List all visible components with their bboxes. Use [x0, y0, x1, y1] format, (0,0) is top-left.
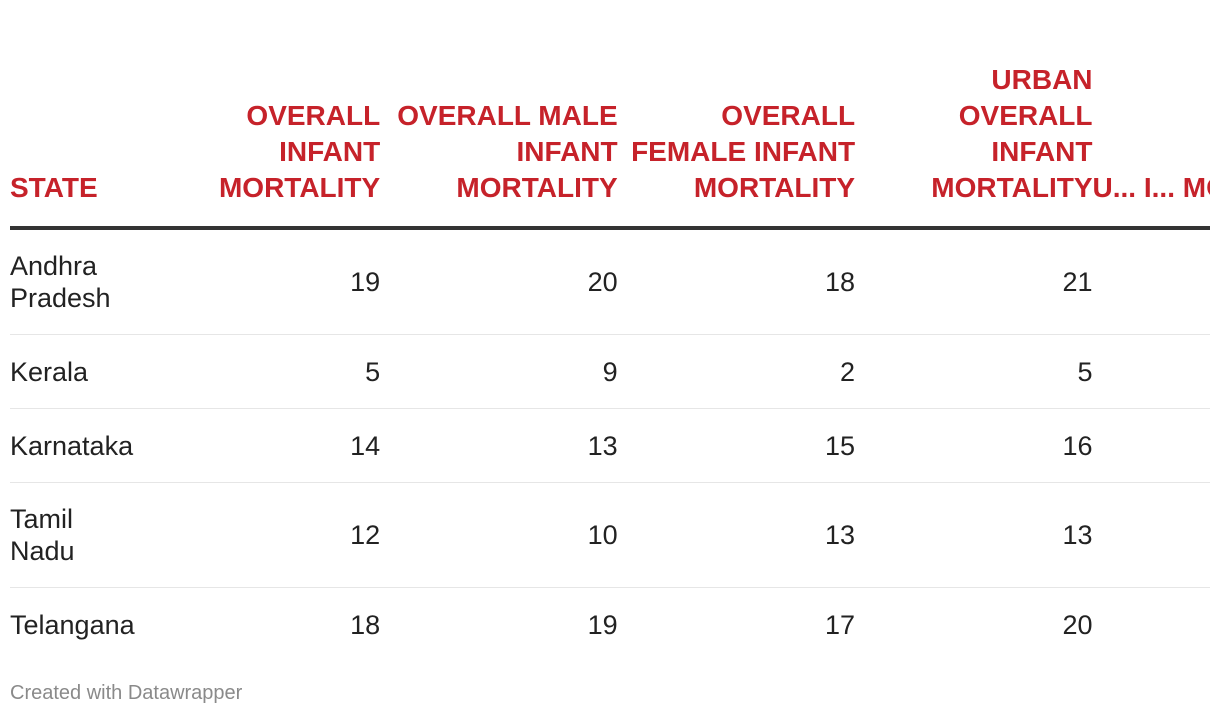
cell-value: 15 [617, 408, 856, 483]
column-header-urban-overall[interactable]: URBAN OVERALL INFANT MORTALITY [855, 0, 1093, 230]
cell-value: 10 [380, 482, 618, 588]
cell-value: 19 [142, 228, 381, 335]
cell-state: Telangana [10, 609, 135, 640]
column-header-truncated[interactable]: U... I... MORT... [1092, 0, 1210, 230]
data-table-viewport: STATE OVERALL INFANT MORTALITY OVERALL M… [10, 0, 1210, 660]
cell-value: 18 [617, 228, 856, 335]
cell-value: 20 [1062, 609, 1093, 640]
infant-mortality-table: STATE OVERALL INFANT MORTALITY OVERALL M… [10, 0, 1210, 660]
table-row: Telangana 18 19 17 20 [10, 588, 1210, 661]
table-header-row: STATE OVERALL INFANT MORTALITY OVERALL M… [10, 0, 1210, 230]
column-header-overall-male[interactable]: OVERALL MALE INFANT MORTALITY [380, 0, 618, 230]
cell-empty [1093, 588, 1210, 661]
cell-value: 5 [855, 334, 1093, 409]
datawrapper-credit: Created with Datawrapper [10, 682, 243, 704]
column-header-overall[interactable]: OVERALL INFANT MORTALITY [142, 0, 381, 230]
cell-value: 20 [380, 228, 618, 335]
table-row: Andhra Pradesh 19 20 18 21 [10, 228, 1210, 335]
cell-state: Karnataka [10, 408, 143, 483]
cell-empty [1092, 408, 1210, 483]
cell-value: 17 [825, 609, 856, 640]
cell-value: 12 [142, 482, 381, 588]
cell-value: 13 [617, 482, 856, 588]
cell-empty [1092, 334, 1210, 409]
cell-value: 21 [855, 228, 1093, 335]
cell-value: 16 [855, 408, 1093, 483]
column-header-overall-female[interactable]: OVERALL FEMALE INFANT MORTALITY [617, 0, 856, 230]
cell-empty [1092, 228, 1210, 335]
cell-empty [1092, 482, 1210, 588]
table-row: Tamil Nadu 12 10 13 13 [10, 482, 1210, 588]
cell-value: 5 [142, 334, 381, 409]
cell-value: 13 [855, 482, 1093, 588]
table-row: Karnataka 14 13 15 16 [10, 408, 1210, 483]
cell-value: 13 [380, 408, 618, 483]
cell-value: 18 [350, 609, 381, 640]
cell-value: 19 [587, 609, 618, 640]
cell-value: 2 [617, 334, 856, 409]
column-header-state[interactable]: STATE [10, 0, 143, 230]
table-row: Kerala 5 9 2 5 [10, 334, 1210, 409]
cell-state: Tamil Nadu [10, 482, 143, 588]
cell-state: Kerala [10, 334, 143, 409]
cell-value: 9 [380, 334, 618, 409]
cell-state: Andhra Pradesh [10, 228, 143, 335]
cell-value: 14 [142, 408, 381, 483]
